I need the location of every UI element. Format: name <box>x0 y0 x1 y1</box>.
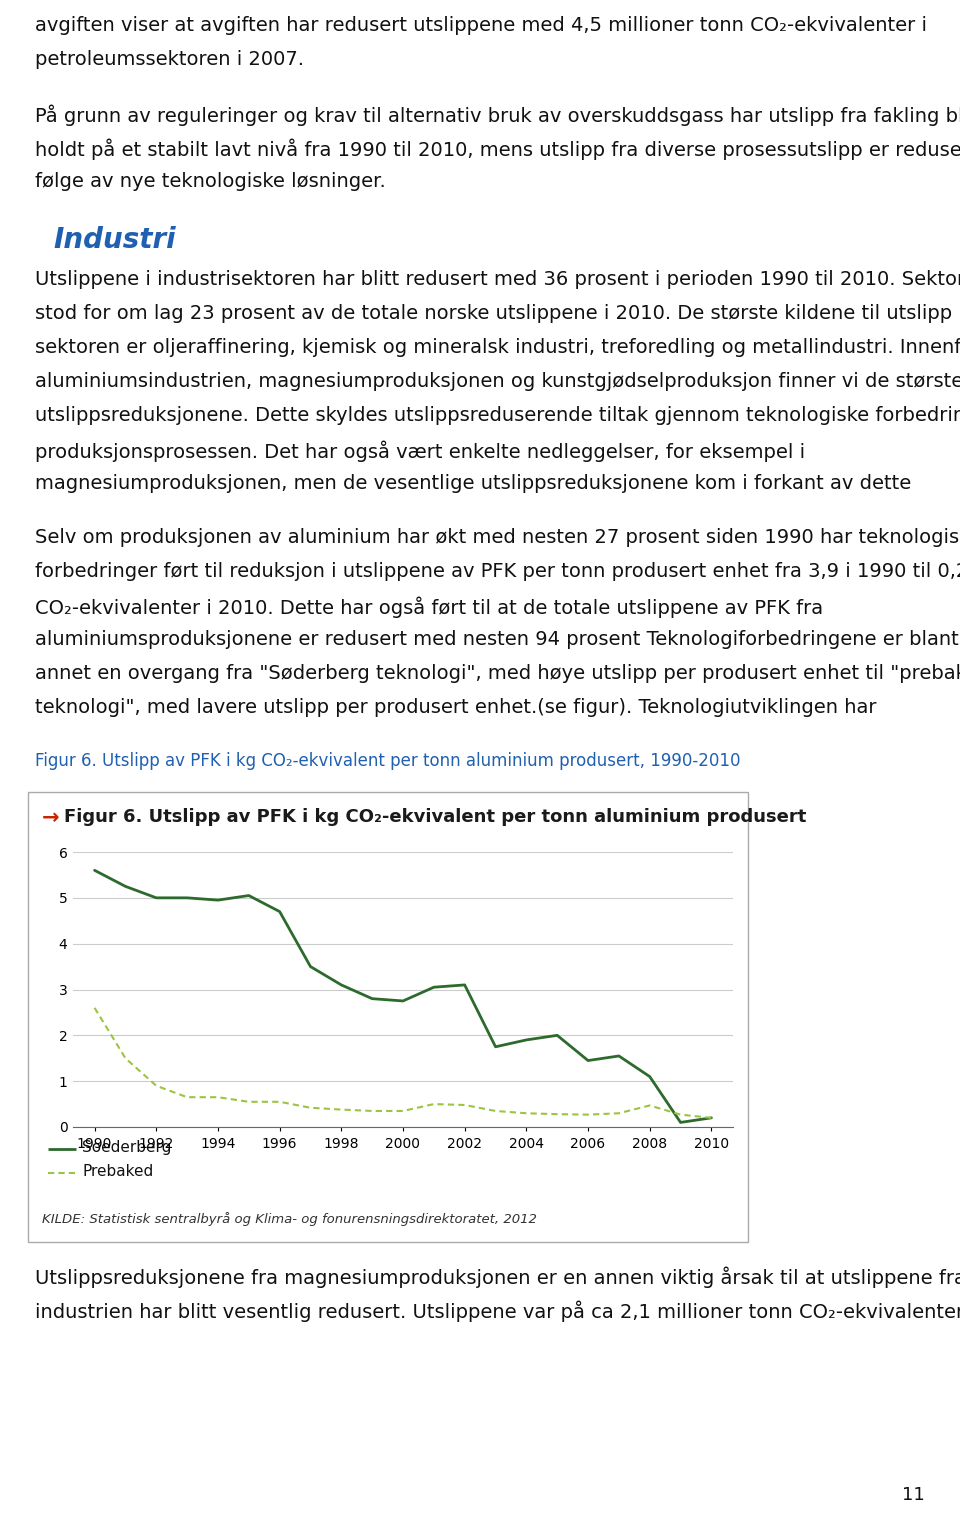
Text: holdt på et stabilt lavt nivå fra 1990 til 2010, mens utslipp fra diverse proses: holdt på et stabilt lavt nivå fra 1990 t… <box>35 137 960 160</box>
Text: avgiften viser at avgiften har redusert utslippene med 4,5 millioner tonn CO₂-ek: avgiften viser at avgiften har redusert … <box>35 15 927 35</box>
Text: Selv om produksjonen av aluminium har økt med nesten 27 prosent siden 1990 har t: Selv om produksjonen av aluminium har øk… <box>35 528 960 546</box>
Text: →: → <box>42 807 60 829</box>
Text: Soederberg: Soederberg <box>82 1140 172 1155</box>
Text: aluminiumsindustrien, magnesiumproduksjonen og kunstgjødselproduksjon finner vi : aluminiumsindustrien, magnesiumproduksjo… <box>35 372 960 391</box>
Text: 11: 11 <box>902 1486 925 1505</box>
Text: teknologi", med lavere utslipp per produsert enhet.(se figur). Teknologiutviklin: teknologi", med lavere utslipp per produ… <box>35 697 876 717</box>
Text: Industri: Industri <box>53 226 176 253</box>
Text: Utslippene i industrisektoren har blitt redusert med 36 prosent i perioden 1990 : Utslippene i industrisektoren har blitt … <box>35 270 960 288</box>
Text: Figur 6. Utslipp av PFK i kg CO₂-ekvivalent per tonn aluminium produsert, 1990-2: Figur 6. Utslipp av PFK i kg CO₂-ekvival… <box>35 752 740 771</box>
FancyBboxPatch shape <box>28 792 748 1242</box>
Text: forbedringer ført til reduksjon i utslippene av PFK per tonn produsert enhet fra: forbedringer ført til reduksjon i utslip… <box>35 562 960 581</box>
Text: annet en overgang fra "Søderberg teknologi", med høye utslipp per produsert enhe: annet en overgang fra "Søderberg teknolo… <box>35 664 960 684</box>
Text: aluminiumsproduksjonene er redusert med nesten 94 prosent Teknologiforbedringene: aluminiumsproduksjonene er redusert med … <box>35 630 959 649</box>
Text: produksjonsprosessen. Det har også vært enkelte nedleggelser, for eksempel i: produksjonsprosessen. Det har også vært … <box>35 439 805 461</box>
Text: petroleumssektoren i 2007.: petroleumssektoren i 2007. <box>35 50 304 69</box>
Text: sektoren er oljeraffinering, kjemisk og mineralsk industri, treforedling og meta: sektoren er oljeraffinering, kjemisk og … <box>35 337 960 357</box>
Text: —: — <box>48 1141 63 1157</box>
Text: Prebaked: Prebaked <box>82 1164 154 1180</box>
Text: På grunn av reguleringer og krav til alternativ bruk av overskuddsgass har utsli: På grunn av reguleringer og krav til alt… <box>35 104 960 125</box>
Text: KILDE: Statistisk sentralbyrå og Klima- og fonurensningsdirektoratet, 2012: KILDE: Statistisk sentralbyrå og Klima- … <box>42 1212 537 1225</box>
Text: følge av nye teknologiske løsninger.: følge av nye teknologiske løsninger. <box>35 172 386 191</box>
Text: utslippsreduksjonene. Dette skyldes utslippsreduserende tiltak gjennom teknologi: utslippsreduksjonene. Dette skyldes utsl… <box>35 406 960 426</box>
Text: magnesiumproduksjonen, men de vesentlige utslippsreduksjonene kom i forkant av d: magnesiumproduksjonen, men de vesentlige… <box>35 475 911 493</box>
Text: Utslippsreduksjonene fra magnesiumproduksjonen er en annen viktig årsak til at u: Utslippsreduksjonene fra magnesiumproduk… <box>35 1267 960 1288</box>
Text: CO₂-ekvivalenter i 2010. Dette har også ført til at de totale utslippene av PFK : CO₂-ekvivalenter i 2010. Dette har også … <box>35 597 823 618</box>
Text: industrien har blitt vesentlig redusert. Utslippene var på ca 2,1 millioner tonn: industrien har blitt vesentlig redusert.… <box>35 1302 960 1323</box>
Text: Figur 6. Utslipp av PFK i kg CO₂-ekvivalent per tonn aluminium produsert: Figur 6. Utslipp av PFK i kg CO₂-ekvival… <box>64 807 806 826</box>
Text: stod for om lag 23 prosent av de totale norske utslippene i 2010. De største kil: stod for om lag 23 prosent av de totale … <box>35 304 960 324</box>
